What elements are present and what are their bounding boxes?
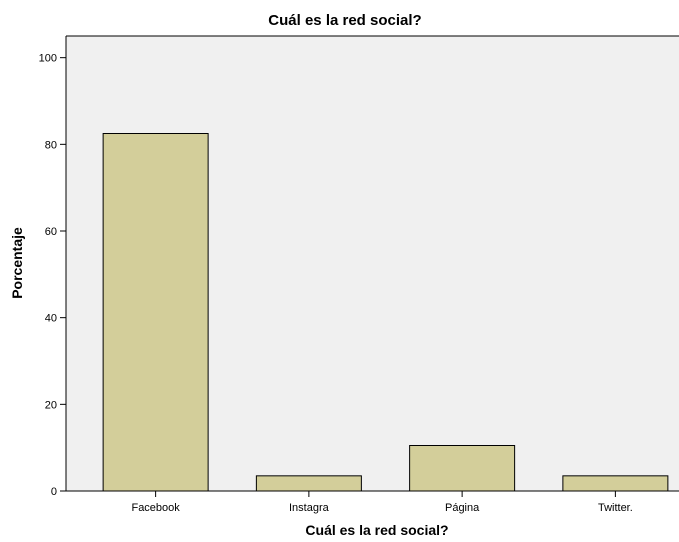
x-tick-label: Página [445,502,480,514]
bar-pgina [409,445,516,492]
y-tick-label: 100 [39,53,57,65]
bar-twitter [562,475,669,492]
y-tick-label: 60 [45,226,57,238]
bar-facebook [102,133,209,492]
x-tick-label: Twitter. [598,502,633,514]
y-tick-label: 40 [45,313,57,325]
y-axis-title: Porcentaje [9,227,25,299]
chart-title: Cuál es la red social? [268,12,421,29]
y-tick-label: 0 [51,486,57,498]
bars-group [102,133,669,492]
y-tick-label: 80 [45,139,57,151]
bar-instagra [255,475,362,492]
x-tick-label: Facebook [131,502,180,514]
x-tick-label: Instagra [289,502,330,514]
y-tick-label: 20 [45,399,57,411]
x-ticks-group: Facebook Instagra Página Twitter. [131,491,633,514]
x-axis-title: Cuál es la red social? [305,522,448,538]
y-ticks-group: 0 20 40 60 80 100 [39,53,66,498]
